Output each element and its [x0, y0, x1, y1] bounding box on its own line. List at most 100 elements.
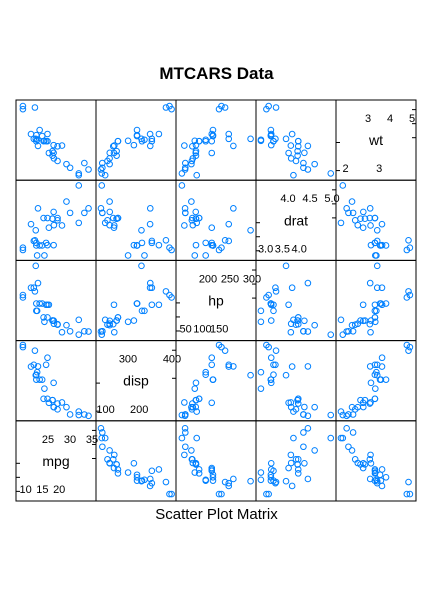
panel-border [255, 259, 337, 342]
data-point [75, 171, 83, 179]
panel-border [15, 99, 97, 181]
data-point [99, 443, 106, 451]
data-point [287, 142, 295, 149]
chart-xlabel: Scatter Plot Matrix [155, 506, 278, 523]
data-point [288, 284, 296, 292]
data-point [263, 490, 270, 498]
data-point [300, 411, 307, 418]
data-point [345, 411, 352, 418]
data-point [202, 252, 209, 259]
data-point [208, 241, 216, 249]
data-point [225, 220, 233, 228]
data-point [272, 347, 280, 354]
data-point [81, 159, 88, 167]
data-point [366, 363, 374, 370]
data-point [300, 164, 307, 172]
data-point [75, 170, 83, 177]
data-point [146, 279, 154, 287]
data-point [138, 227, 145, 234]
data-point [166, 244, 173, 252]
tick-label-mpg-high: 25 [42, 434, 54, 446]
data-point [138, 307, 146, 315]
data-point [202, 368, 209, 376]
data-point [40, 314, 47, 321]
data-point [192, 149, 200, 157]
tick-label-drat-high: 4.5 [302, 193, 317, 205]
data-point [44, 130, 51, 138]
data-point [178, 182, 186, 189]
data-point [191, 385, 199, 392]
data-point [162, 237, 170, 244]
data-point [209, 376, 217, 383]
data-point [345, 443, 352, 451]
tick-label-disp-high: 300 [119, 354, 137, 366]
data-point [270, 361, 277, 369]
data-point [378, 241, 386, 249]
data-point [146, 284, 154, 292]
data-point [50, 320, 58, 328]
data-point [181, 205, 189, 212]
data-point [110, 451, 118, 459]
data-point [98, 159, 106, 167]
data-point [360, 459, 367, 467]
variable-label-wt: wt [368, 132, 383, 148]
data-point [208, 149, 216, 157]
data-point [36, 376, 43, 383]
panel-border [95, 99, 177, 181]
data-point [109, 214, 117, 222]
data-point [265, 102, 272, 110]
data-point [285, 464, 292, 472]
data-point [208, 224, 216, 232]
data-point [290, 408, 297, 415]
data-point [287, 451, 295, 459]
data-point [166, 291, 173, 299]
data-point [373, 262, 381, 270]
data-point [288, 482, 296, 490]
data-point [301, 403, 308, 411]
tick-label-disp-low: 200 [130, 404, 148, 416]
data-point [192, 403, 200, 411]
data-point [30, 284, 38, 292]
data-point [54, 142, 61, 150]
data-point [225, 482, 233, 490]
data-point [272, 104, 280, 111]
data-point [337, 316, 345, 324]
data-point [265, 490, 272, 498]
data-point [272, 284, 279, 292]
data-point [85, 166, 92, 173]
data-point [19, 341, 27, 349]
data-point [44, 354, 51, 362]
data-point [114, 466, 122, 473]
tick-label-mpg-high: 35 [86, 434, 98, 446]
data-point [192, 241, 200, 249]
data-point [148, 301, 156, 309]
data-point [366, 279, 374, 287]
data-point [267, 459, 275, 467]
data-point [301, 149, 308, 157]
data-point [106, 208, 114, 216]
data-point [34, 363, 42, 370]
data-point [148, 239, 156, 247]
data-point [360, 208, 367, 216]
data-point [349, 327, 357, 335]
data-point [188, 447, 195, 454]
tick-label-hp-low: 100 [193, 324, 211, 336]
data-point [99, 209, 106, 217]
data-point [267, 379, 275, 387]
data-point [304, 363, 312, 370]
data-point [54, 214, 61, 222]
data-point [304, 475, 312, 483]
data-point [348, 198, 356, 205]
data-point [257, 385, 265, 392]
data-point [282, 262, 290, 270]
data-point [181, 424, 189, 432]
data-point [85, 412, 92, 420]
data-point [359, 224, 367, 232]
data-point [221, 237, 229, 244]
data-point [50, 241, 57, 249]
data-point [40, 395, 47, 403]
data-point [50, 208, 57, 216]
data-point [345, 209, 352, 217]
data-point [405, 237, 412, 244]
data-point [58, 399, 66, 406]
